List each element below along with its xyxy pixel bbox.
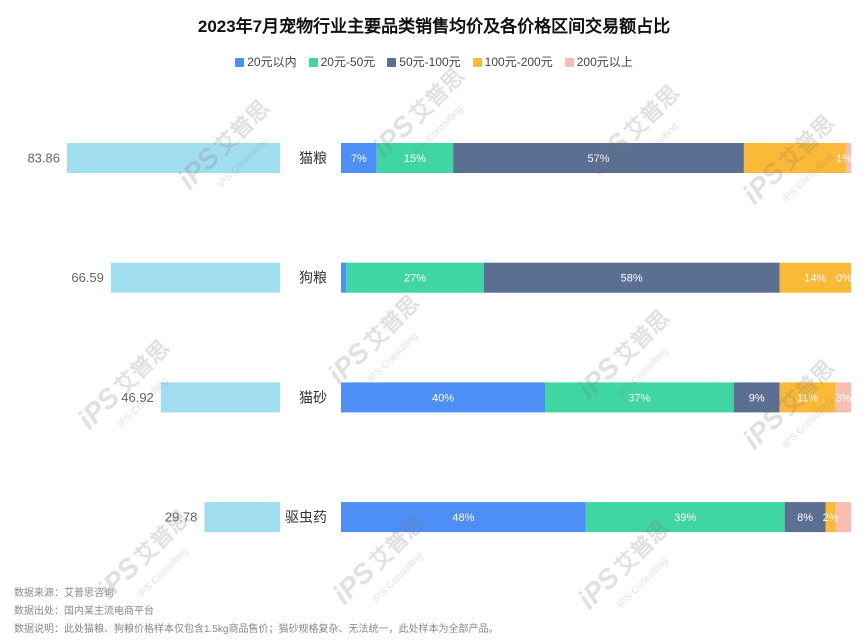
price-share-label: 2%: [823, 512, 839, 524]
price-share-label: 7%: [351, 153, 367, 165]
avg-price-bar: [204, 502, 280, 533]
price-share-segment: [341, 502, 586, 533]
price-share-label: 8%: [797, 512, 813, 524]
price-share-label: 14%: [804, 273, 826, 285]
legend-item-100-200[interactable]: 100元-200元: [472, 54, 553, 70]
price-share-segment: [341, 262, 347, 293]
price-share-segment: [779, 382, 836, 413]
legend-swatch: [308, 57, 318, 67]
price-share-segment: [346, 262, 484, 293]
note-origin: 数据出处：国内某主流电商平台: [14, 606, 154, 617]
legend-label: 100元-200元: [484, 55, 553, 69]
note-remark: 数据说明：此处猫粮、狗粮价格样本仅包含1.5kg商品售价；猫砂规格复杂、无法统一…: [14, 624, 499, 635]
legend-swatch: [472, 57, 482, 67]
labels-layer: 83.86 猫粮 7% 15% 57% 1% 66.59 狗粮 27% 58% 14% 0% 46.92…: [27, 150, 852, 525]
price-share-label: 40%: [432, 392, 454, 404]
price-share-label: 0%: [836, 273, 852, 285]
price-share-segment: [585, 502, 785, 533]
price-share-segment: [341, 143, 377, 173]
price-share-label: 9%: [749, 392, 765, 404]
price-share-segment: [733, 382, 780, 413]
category-label: 狗粮: [299, 270, 327, 286]
legend-swatch: [387, 57, 397, 67]
footnotes: 数据来源：艾普思咨询 数据出处：国内某主流电商平台 数据说明：此处猫粮、狗粮价格…: [14, 585, 498, 639]
price-share-label: 48%: [452, 512, 474, 524]
avg-price-bar: [110, 262, 281, 293]
legend-swatch: [564, 57, 574, 67]
legend-label: 20元以内: [247, 55, 297, 69]
price-share-label: 37%: [628, 392, 650, 404]
price-share-segment: [845, 143, 851, 173]
chart-title: 2023年7月宠物行业主要品类销售均价及各价格区间交易额占比: [197, 17, 671, 36]
legend-item-over-200[interactable]: 200元以上: [564, 54, 633, 70]
price-share-label: 11%: [797, 392, 818, 404]
price-share-segment: [483, 262, 780, 293]
price-share-segment: [784, 502, 826, 533]
avg-price-value-label: 46.92: [121, 390, 154, 405]
bars-layer: [67, 143, 851, 533]
price-share-label: 58%: [621, 273, 643, 285]
avg-price-bar: [160, 382, 280, 413]
category-label: 驱虫药: [285, 509, 327, 525]
category-label: 猫砂: [299, 389, 327, 405]
price-share-label: 15%: [404, 153, 426, 165]
price-share-segment: [835, 502, 851, 533]
avg-price-bar: [67, 143, 280, 173]
legend: 20元以内 20元-50元 50元-100元 100元-200元 200元以上: [0, 54, 868, 70]
price-share-segment: [341, 382, 545, 413]
price-share-segment: [835, 382, 851, 413]
avg-price-value-label: 29.78: [165, 510, 198, 525]
price-share-label: 1%: [836, 153, 852, 165]
price-share-label: 57%: [587, 153, 609, 165]
legend-item-50-100[interactable]: 50元-100元: [387, 54, 461, 70]
legend-label: 200元以上: [576, 55, 633, 69]
price-share-segment: [825, 502, 836, 533]
legend-item-under-20[interactable]: 20元以内: [235, 54, 297, 70]
legend-swatch: [235, 57, 245, 67]
legend-label: 20元-50元: [320, 55, 376, 69]
category-label: 猫粮: [299, 150, 327, 166]
price-share-label: 39%: [674, 512, 696, 524]
price-share-segment: [453, 143, 744, 173]
price-share-label: 3%: [835, 392, 851, 404]
note-source: 数据来源：艾普思咨询: [14, 588, 114, 599]
price-share-segment: [376, 143, 454, 173]
price-share-segment: [743, 143, 846, 173]
avg-price-value-label: 83.86: [27, 151, 60, 166]
price-share-segment: [779, 262, 851, 293]
legend-label: 50元-100元: [399, 55, 461, 69]
price-share-segment: [545, 382, 734, 413]
avg-price-value-label: 66.59: [71, 270, 104, 285]
legend-item-20-50[interactable]: 20元-50元: [308, 54, 376, 70]
price-share-label: 27%: [404, 273, 426, 285]
